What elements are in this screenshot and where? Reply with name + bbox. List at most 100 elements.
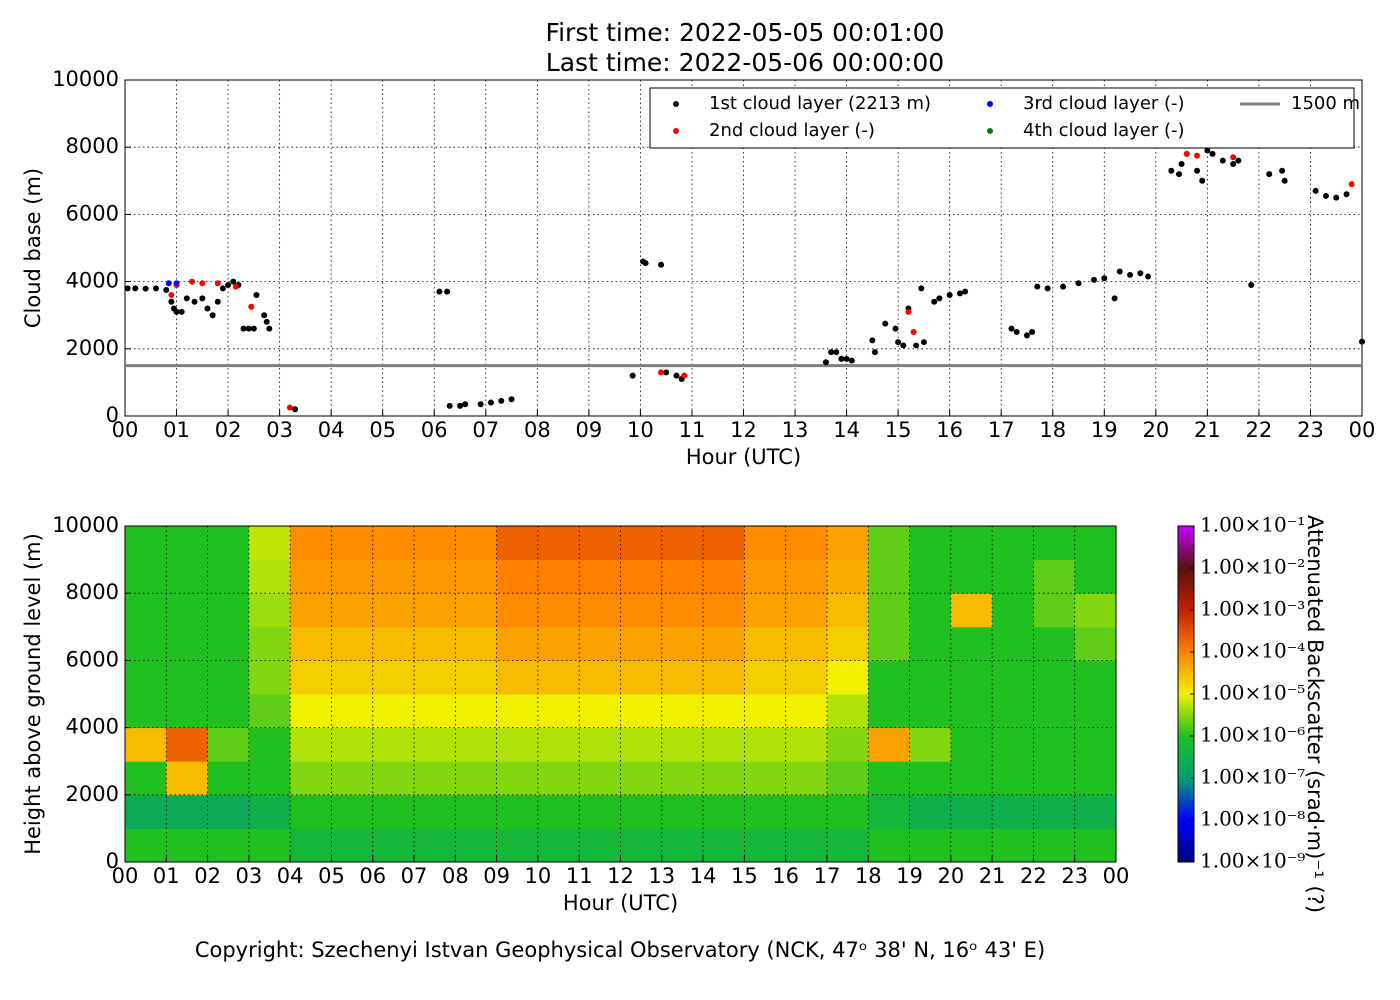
cloud-point (663, 369, 670, 376)
heat-cell (372, 794, 415, 829)
cloud-point (142, 285, 149, 292)
y-axis-label: Cloud base (m) (21, 168, 45, 328)
cloud-point (1013, 329, 1020, 335)
heat-cell (207, 593, 250, 628)
heat-cell (166, 626, 209, 661)
heat-cell (826, 559, 869, 594)
heat-cell (1074, 559, 1117, 594)
x-tick-label: 18 (1039, 418, 1066, 442)
heat-cell (703, 694, 745, 729)
heat-cell (785, 660, 828, 695)
plot-frame (124, 79, 1363, 417)
heat-cell (166, 526, 209, 561)
cloud-point (1183, 150, 1190, 157)
x-tick-label: 21 (979, 864, 1006, 888)
cloud-point (1111, 295, 1118, 302)
heat-cell (496, 727, 539, 762)
heat-cell (331, 559, 374, 594)
y-tick-label: 4000 (66, 715, 119, 739)
heat-cell (248, 794, 291, 829)
x-tick-label: 05 (369, 418, 396, 442)
cloud-point (1359, 338, 1365, 345)
cloud-point (1044, 285, 1051, 292)
heat-cell (125, 694, 167, 729)
cloud-point (838, 355, 845, 362)
x-tick-label: 06 (359, 864, 386, 888)
cloud-point (487, 399, 494, 406)
heat-cell (331, 660, 374, 695)
x-tick-label: 03 (266, 418, 293, 442)
cloud-point (263, 318, 270, 325)
heat-cell (826, 694, 869, 729)
heat-cell (414, 559, 456, 594)
heat-cell (414, 526, 456, 561)
heat-cell (579, 794, 621, 829)
heat-cell (703, 761, 745, 796)
heat-cell (248, 626, 291, 661)
x-axis-label: Hour (UTC) (686, 445, 801, 469)
x-tick-label: 07 (401, 864, 428, 888)
heat-cell (455, 828, 498, 863)
heat-cell (1074, 761, 1117, 796)
x-tick-label: 16 (772, 864, 799, 888)
heat-cell (537, 626, 580, 661)
cloud-point (900, 342, 907, 349)
colorbar-tick-label: 1.00×10⁻⁵ (1200, 681, 1305, 705)
heat-cell (909, 828, 952, 863)
heat-cell (414, 828, 456, 863)
heat-cell (125, 761, 167, 796)
heat-cell (537, 559, 580, 594)
y-tick-label: 10000 (52, 513, 119, 537)
cloud-point (173, 308, 180, 315)
x-tick-label: 15 (731, 864, 758, 888)
heat-cell (868, 559, 911, 594)
cloud-point (132, 285, 139, 292)
heat-cell (1074, 526, 1117, 561)
heat-cell (579, 593, 621, 628)
heat-cell (537, 526, 580, 561)
x-tick-label: 00 (112, 418, 139, 442)
heat-cell (166, 794, 209, 829)
legend-marker (673, 101, 679, 107)
heat-cell (496, 694, 539, 729)
heat-cell (868, 727, 911, 762)
heat-cell (1033, 761, 1076, 796)
cloud-point (1204, 147, 1211, 154)
heat-cell (166, 761, 209, 796)
heat-cell (703, 626, 745, 661)
heat-cell (826, 828, 869, 863)
heat-cell (661, 694, 704, 729)
heat-cell (744, 761, 787, 796)
heat-cell (661, 794, 704, 829)
heat-cell (950, 660, 993, 695)
y-tick-label: 2000 (66, 782, 119, 806)
cloud-point (245, 325, 252, 332)
heat-cell (414, 794, 456, 829)
heat-cell (661, 559, 704, 594)
cloud-point (286, 404, 293, 411)
x-tick-label: 01 (153, 864, 180, 888)
heat-cell (909, 694, 952, 729)
legend-label: 3rd cloud layer (-) (1023, 93, 1185, 114)
heat-cell (537, 794, 580, 829)
cloud-point (1194, 152, 1201, 159)
heat-cell (1033, 660, 1076, 695)
cloud-point (165, 280, 172, 287)
heat-cell (290, 660, 332, 695)
cloud-point (1075, 280, 1082, 287)
cloud-point (498, 397, 505, 404)
cloud-point (1348, 181, 1355, 188)
x-tick-label: 04 (277, 864, 304, 888)
heat-cell (1033, 828, 1076, 863)
heat-cell (331, 727, 374, 762)
heat-cell (166, 660, 209, 695)
x-tick-label: 00 (1103, 864, 1130, 888)
cloud-point (189, 278, 196, 285)
heat-cell (1074, 694, 1117, 729)
heat-cell (703, 794, 745, 829)
heat-cell (290, 794, 332, 829)
x-tick-label: 16 (936, 418, 963, 442)
heat-cell (744, 660, 787, 695)
heat-cell (455, 526, 498, 561)
heat-cell (331, 526, 374, 561)
